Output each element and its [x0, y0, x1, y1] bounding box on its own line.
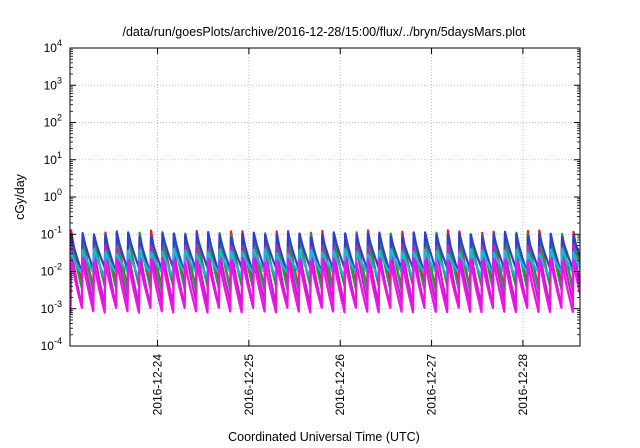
y-tick-label: 103	[44, 75, 62, 92]
y-tick-label: 10-3	[41, 299, 62, 316]
y-tick-label: 10-1	[41, 224, 62, 241]
y-tick-label: 102	[44, 113, 62, 130]
x-tick-label: 2016-12-25	[242, 354, 256, 416]
x-axis-label: Coordinated Universal Time (UTC)	[228, 430, 420, 444]
y-tick-label: 104	[44, 38, 62, 55]
series-line	[70, 256, 580, 314]
y-tick-label: 10-4	[41, 336, 62, 353]
x-tick-label: 2016-12-24	[151, 354, 165, 416]
x-tick-label: 2016-12-26	[333, 354, 347, 416]
x-tick-label: 2016-12-28	[516, 354, 530, 416]
y-tick-label: 100	[44, 187, 62, 204]
y-tick-labels: 10-4 10-3 10-2 10-1 100 101 102 103 104	[41, 38, 62, 353]
x-tick-labels: 2016-12-24 2016-12-25 2016-12-26 2016-12-27…	[151, 354, 530, 416]
y-tick-label: 101	[44, 150, 62, 167]
y-tick-label: 10-2	[41, 262, 62, 279]
chart-title: /data/run/goesPlots/archive/2016-12-28/1…	[122, 25, 526, 39]
y-axis-label: cGy/day	[13, 173, 27, 220]
x-tick-label: 2016-12-27	[425, 354, 439, 416]
ticks	[70, 47, 580, 347]
series-layer	[70, 229, 580, 314]
